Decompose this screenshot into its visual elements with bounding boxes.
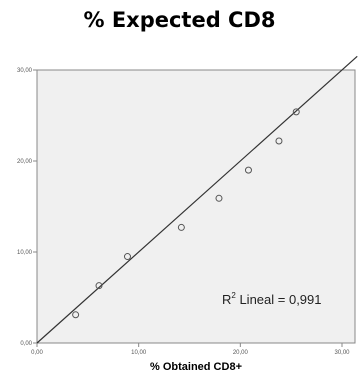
data-point <box>215 194 223 202</box>
data-point <box>72 311 80 319</box>
data-point <box>123 253 131 261</box>
y-tick-label: 10,00 <box>17 250 33 256</box>
x-tick-label: 10,00 <box>131 350 147 356</box>
data-point <box>275 137 283 145</box>
x-axis-label: % Obtained CD8+ <box>150 361 242 373</box>
data-point <box>292 108 300 116</box>
chart-title: % Expected CD8 <box>83 8 276 32</box>
fit-line <box>36 55 358 344</box>
x-tick-label: 0,00 <box>31 350 43 356</box>
r2-superscript: 2 <box>231 291 236 300</box>
x-tick-label: 30,00 <box>334 350 350 356</box>
data-point <box>177 223 185 231</box>
axis-ticks: 0,00 10,00 20,00 30,00 0,00 10,00 20,00 30,00 <box>17 68 350 356</box>
r2-text: Lineal = 0,991 <box>236 292 322 307</box>
x-tick-label: 20,00 <box>233 350 249 356</box>
y-tick-label: 0,00 <box>20 341 32 347</box>
data-point <box>95 282 103 290</box>
r2-label: R <box>222 292 231 307</box>
r2-annotation: R2 Lineal = 0,991 <box>222 291 322 307</box>
data-point <box>244 166 252 174</box>
y-tick-label: 30,00 <box>17 68 33 74</box>
plot-area <box>36 69 356 344</box>
data-points <box>72 108 300 319</box>
y-tick-label: 20,00 <box>17 159 33 165</box>
